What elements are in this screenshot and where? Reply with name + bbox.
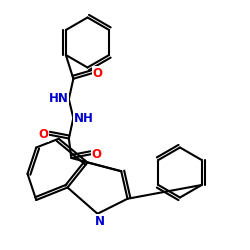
Text: O: O xyxy=(91,148,101,161)
Text: O: O xyxy=(39,128,49,141)
Text: NH: NH xyxy=(74,112,94,124)
Text: N: N xyxy=(95,215,105,228)
Text: O: O xyxy=(92,67,102,80)
Text: HN: HN xyxy=(48,92,68,104)
